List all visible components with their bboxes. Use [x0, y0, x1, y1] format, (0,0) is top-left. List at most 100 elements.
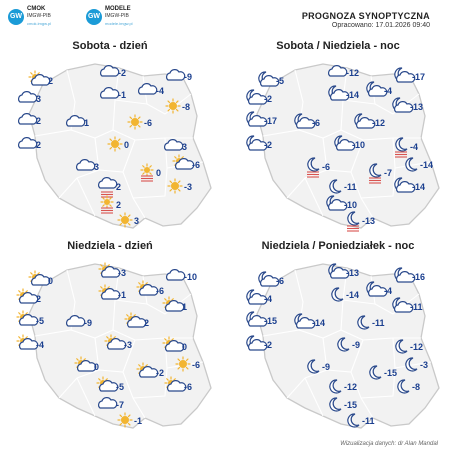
voivodeship-border	[262, 329, 342, 339]
cloudy-icon	[100, 65, 120, 77]
partly-cloudy-day-icon	[28, 270, 51, 286]
moon-icon	[357, 315, 370, 330]
partly-cloudy-day-icon	[124, 312, 147, 328]
fog-icon	[140, 163, 154, 182]
partly-cloudy-day-icon	[16, 334, 39, 350]
temperature-label: 2	[116, 182, 121, 192]
partly-cloudy-night-icon	[328, 85, 350, 101]
temperature-label: -6	[184, 382, 192, 392]
temperature-label: -4	[384, 86, 392, 96]
voivodeship-border	[112, 267, 136, 341]
logo-url: cmok.imgw.pl	[27, 21, 52, 26]
fog-night-icon	[369, 163, 382, 184]
footer-credit: Wizualizacja danych: dr Alan Mandal	[340, 441, 438, 447]
moon-icon	[347, 413, 360, 428]
temperature-label: -14	[420, 160, 433, 170]
temperature-label: 3	[182, 142, 187, 152]
partly-cloudy-night-icon	[246, 335, 268, 351]
temperature-label: -9	[352, 340, 360, 350]
temperature-label: 2	[36, 116, 41, 126]
partly-cloudy-night-icon	[354, 113, 376, 129]
partly-cloudy-day-icon	[98, 284, 121, 300]
temperature-label: -2	[264, 340, 272, 350]
temperature-label: 2	[36, 140, 41, 150]
cloudy-icon	[66, 115, 86, 127]
voivodeship-border	[342, 99, 376, 105]
fog-night-icon	[307, 157, 320, 178]
temperature-label: 1	[84, 118, 89, 128]
cloudy-icon	[138, 83, 158, 95]
partly-cloudy-night-icon	[334, 135, 356, 151]
voivodeship-border	[34, 329, 114, 339]
fog-night-icon	[347, 211, 360, 232]
temperature-label: 2	[116, 200, 121, 210]
temperature-label: -17	[412, 72, 425, 82]
voivodeship-border	[58, 337, 100, 399]
header-title: PROGNOZA SYNOPTYCZNA	[301, 11, 430, 21]
partly-cloudy-night-icon	[246, 289, 268, 305]
sunny-icon	[175, 356, 191, 372]
partly-cloudy-day-icon	[164, 376, 187, 392]
logo-url: modele.imgw.pl	[105, 21, 133, 26]
temperature-label: 0	[182, 342, 187, 352]
temperature-label: -1	[118, 90, 126, 100]
cloudy-icon	[18, 113, 38, 125]
cloudy-icon	[18, 137, 38, 149]
temperature-label: -14	[312, 318, 325, 328]
temperature-label: -15	[384, 368, 397, 378]
voivodeship-border	[58, 137, 100, 199]
temperature-label: -17	[264, 116, 277, 126]
temperature-label: -12	[372, 118, 385, 128]
temperature-label: -7	[384, 168, 392, 178]
partly-cloudy-night-icon	[394, 177, 416, 193]
temperature-label: -2	[156, 368, 164, 378]
temperature-label: -7	[116, 400, 124, 410]
logo-org: IMGW-PIB	[105, 13, 129, 19]
voivodeship-border	[340, 267, 364, 341]
partly-cloudy-night-icon	[258, 71, 280, 87]
header-subtitle: Opracowano: 17.01.2026 09:40	[331, 22, 430, 29]
partly-cloudy-night-icon	[246, 89, 268, 105]
moon-icon	[395, 339, 408, 354]
voivodeship-border	[262, 129, 342, 139]
voivodeship-border	[304, 377, 324, 417]
temperature-label: -11	[410, 302, 423, 312]
moon-icon	[307, 359, 320, 374]
voivodeship-border	[360, 367, 396, 399]
partly-cloudy-day-icon	[16, 310, 39, 326]
poland-map-panel-1: -5-12 -17-2 -14 -4-13-17 -6 -12-2 -10 -4-14-6-1…	[246, 63, 440, 232]
moon-icon	[329, 379, 342, 394]
temperature-label: -6	[192, 360, 200, 370]
temperature-label: -6	[322, 162, 330, 172]
cloudy-icon	[166, 69, 186, 81]
temperature-label: -5	[276, 76, 284, 86]
logo-org: IMGW-PIB	[27, 13, 51, 19]
temperature-label: -16	[412, 272, 425, 282]
temperature-label: 3	[94, 162, 99, 172]
voivodeship-border	[34, 129, 114, 139]
temperature-label: -2	[264, 94, 272, 104]
fog-icon	[100, 195, 114, 214]
partly-cloudy-night-icon	[394, 267, 416, 283]
partly-cloudy-night-icon	[246, 135, 268, 151]
sunny-icon	[117, 212, 133, 228]
temperature-label: 3	[36, 94, 41, 104]
panel-title-sat-night: Sobota / Niedziela - noc	[276, 40, 400, 52]
partly-cloudy-night-icon	[328, 263, 350, 279]
temperature-label: -4	[156, 86, 164, 96]
temperature-label: -6	[144, 118, 152, 128]
voivodeship-border	[132, 167, 168, 199]
temperature-label: -4	[384, 286, 392, 296]
partly-cloudy-day-icon	[162, 336, 185, 352]
temperature-label: 1	[182, 302, 187, 312]
temperature-label: -10	[344, 200, 357, 210]
partly-cloudy-day-icon	[16, 288, 39, 304]
temperature-label: -9	[84, 318, 92, 328]
panel-title-sat-day: Sobota - dzień	[72, 40, 148, 52]
voivodeship-border	[340, 67, 364, 141]
cloudy-icon	[328, 65, 348, 77]
temperature-label: -14	[346, 290, 359, 300]
voivodeship-border	[76, 377, 96, 417]
panel-title-sun-night: Niedziela / Poniedziałek - noc	[261, 240, 415, 252]
logo-name: CMOK	[27, 6, 46, 12]
